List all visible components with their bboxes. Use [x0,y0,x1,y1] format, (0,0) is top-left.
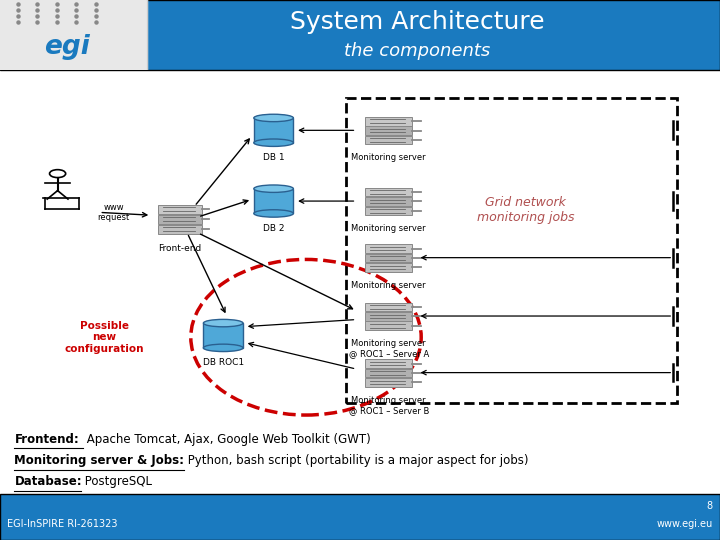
FancyBboxPatch shape [366,321,412,330]
Text: EGI-InSPIRE RI-261323: EGI-InSPIRE RI-261323 [7,519,117,529]
Ellipse shape [254,185,294,192]
Text: Possible
new
configuration: Possible new configuration [65,321,144,354]
Text: 8: 8 [706,501,713,511]
FancyBboxPatch shape [158,214,202,224]
Text: Python, bash script (portability is a major aspect for jobs): Python, bash script (portability is a ma… [184,454,528,467]
Text: Database:: Database: [14,475,82,488]
FancyBboxPatch shape [253,118,294,143]
Text: the components: the components [344,42,491,60]
FancyBboxPatch shape [366,378,412,387]
Text: www
request: www request [98,202,130,222]
FancyBboxPatch shape [0,0,148,72]
Ellipse shape [254,114,294,122]
FancyBboxPatch shape [366,117,412,126]
Text: Apache Tomcat, Ajax, Google Web Toolkit (GWT): Apache Tomcat, Ajax, Google Web Toolkit … [83,433,371,446]
Text: Monitoring server: Monitoring server [351,281,426,289]
FancyBboxPatch shape [366,136,412,145]
FancyBboxPatch shape [366,312,412,321]
FancyBboxPatch shape [366,206,412,215]
FancyBboxPatch shape [0,0,720,70]
Text: Monitoring server
@ ROC1 – Server B: Monitoring server @ ROC1 – Server B [348,396,429,415]
Text: Grid network
monitoring jobs: Grid network monitoring jobs [477,196,575,224]
Text: Monitoring server: Monitoring server [351,153,426,163]
FancyBboxPatch shape [366,359,412,368]
FancyBboxPatch shape [253,188,294,213]
FancyBboxPatch shape [158,225,202,234]
Text: DB 1: DB 1 [263,153,284,163]
Text: Monitoring server
@ ROC1 – Server A: Monitoring server @ ROC1 – Server A [348,339,429,359]
FancyBboxPatch shape [366,369,412,377]
Text: DB 2: DB 2 [263,224,284,233]
FancyBboxPatch shape [366,302,412,311]
FancyBboxPatch shape [158,205,202,214]
Ellipse shape [203,344,243,352]
Text: egi: egi [44,34,90,60]
FancyBboxPatch shape [366,188,412,197]
Text: DB ROC1: DB ROC1 [202,359,244,367]
Ellipse shape [254,139,294,146]
FancyBboxPatch shape [366,254,412,262]
Text: System Architecture: System Architecture [290,10,545,35]
Ellipse shape [254,210,294,217]
FancyBboxPatch shape [203,323,243,348]
FancyBboxPatch shape [366,197,412,206]
Text: www.egi.eu: www.egi.eu [657,519,713,529]
FancyBboxPatch shape [366,244,412,253]
Text: PostgreSQL: PostgreSQL [81,475,152,488]
Text: Monitoring server: Monitoring server [351,224,426,233]
Ellipse shape [203,319,243,327]
Text: Frontend:: Frontend: [14,433,79,446]
FancyBboxPatch shape [366,263,412,272]
Text: Monitoring server & Jobs:: Monitoring server & Jobs: [14,454,184,467]
FancyBboxPatch shape [366,126,412,135]
Text: Front-end: Front-end [158,245,202,253]
FancyBboxPatch shape [0,494,720,540]
